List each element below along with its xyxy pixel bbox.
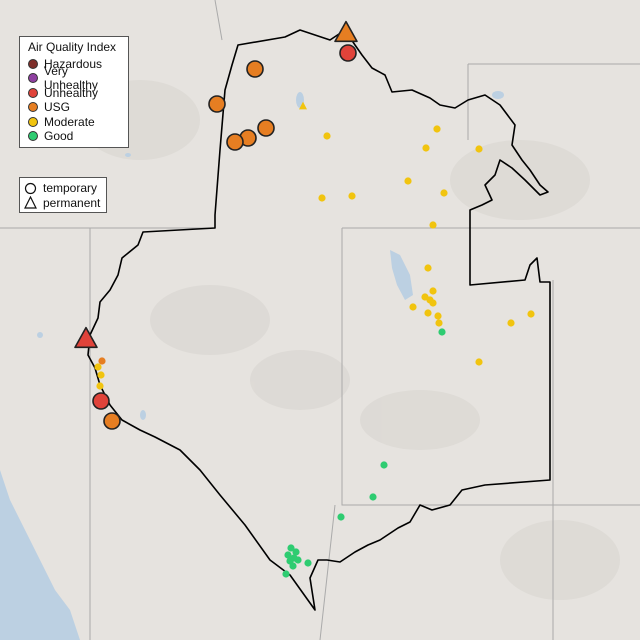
- monitor-marker-small[interactable]: [380, 461, 388, 469]
- temporary-monitor-marker[interactable]: [92, 392, 110, 410]
- ocean: [0, 470, 80, 640]
- monitor-marker-small[interactable]: [289, 562, 297, 570]
- permanent-monitor-marker[interactable]: [334, 20, 358, 43]
- monitor-marker-small[interactable]: [294, 556, 302, 564]
- monitor-marker-small[interactable]: [424, 264, 432, 272]
- monitor-marker-small[interactable]: [409, 303, 417, 311]
- aqi-swatch: [28, 116, 38, 127]
- aqi-swatch: [28, 58, 38, 69]
- aqi-swatch: [28, 73, 38, 84]
- aqi-legend-title: Air Quality Index: [28, 40, 117, 54]
- monitor-marker-small[interactable]: [433, 125, 441, 133]
- monitor-marker-small[interactable]: [475, 358, 483, 366]
- shape-legend-temporary-label: temporary: [43, 181, 98, 195]
- aqi-legend-item: Very Unhealthy: [28, 64, 124, 92]
- aqi-legend-label: Unhealthy: [44, 85, 99, 100]
- monitor-marker-small[interactable]: [435, 319, 443, 327]
- monitor-marker-small[interactable]: [424, 309, 432, 317]
- monitor-marker-small[interactable]: [98, 357, 106, 365]
- monitor-marker-small[interactable]: [429, 287, 437, 295]
- monitor-marker-small[interactable]: [318, 194, 326, 202]
- temporary-monitor-marker[interactable]: [103, 412, 121, 430]
- shape-legend-permanent: permanent: [24, 196, 102, 211]
- aqi-legend-label: Very Unhealthy: [43, 63, 98, 93]
- temporary-monitor-marker[interactable]: [246, 60, 264, 78]
- circle-icon: [24, 182, 37, 194]
- temporary-monitor-marker[interactable]: [208, 95, 226, 113]
- monitor-marker-small[interactable]: [304, 559, 312, 567]
- monitor-marker-small[interactable]: [282, 570, 290, 578]
- monitor-marker-small[interactable]: [507, 319, 515, 327]
- monitor-marker-small[interactable]: [440, 189, 448, 197]
- shape-legend-temporary: temporary: [24, 181, 102, 196]
- monitor-marker-small[interactable]: [404, 177, 412, 185]
- monitor-marker-small[interactable]: [337, 513, 345, 521]
- aqi-legend-label: Hazardous: [44, 56, 103, 71]
- aqi-legend-label: Moderate: [44, 114, 95, 129]
- monitor-marker-small[interactable]: [97, 371, 105, 379]
- monitor-marker-small[interactable]: [429, 299, 437, 307]
- aqi-legend-item: USG: [28, 100, 124, 115]
- monitor-marker-small[interactable]: [292, 548, 300, 556]
- monitor-marker-small[interactable]: [438, 328, 446, 336]
- monitor-marker-small[interactable]: [348, 192, 356, 200]
- aqi-legend-item: Good: [28, 129, 124, 144]
- aqi-swatch: [28, 87, 38, 98]
- monitor-marker-small[interactable]: [369, 493, 377, 501]
- permanent-monitor-marker[interactable]: [74, 326, 98, 349]
- shape-legend-permanent-label: permanent: [43, 195, 101, 210]
- aqi-legend-label: USG: [44, 100, 71, 114]
- region-boundary: [87, 29, 551, 611]
- monitor-marker-small[interactable]: [475, 145, 483, 153]
- monitor-marker-small[interactable]: [422, 144, 430, 152]
- aqi-swatch: [28, 102, 38, 113]
- aqi-swatch: [28, 131, 38, 142]
- shape-legend: temporary permanent: [19, 177, 107, 213]
- monitor-marker-small[interactable]: [434, 312, 442, 320]
- permanent-monitor-marker[interactable]: [299, 101, 307, 110]
- monitor-marker-small[interactable]: [527, 310, 535, 318]
- aqi-legend-label: Good: [44, 129, 74, 143]
- aqi-legend-item: Moderate: [28, 115, 124, 130]
- temporary-monitor-marker[interactable]: [339, 44, 357, 62]
- triangle-icon: [24, 196, 37, 209]
- monitor-marker-small[interactable]: [287, 544, 295, 552]
- monitor-marker-small[interactable]: [94, 363, 102, 371]
- monitor-marker-small[interactable]: [429, 221, 437, 229]
- temporary-monitor-marker[interactable]: [257, 119, 275, 137]
- aqi-legend-item: Hazardous: [28, 57, 124, 72]
- monitor-marker-small[interactable]: [284, 551, 292, 559]
- temporary-monitor-marker[interactable]: [226, 133, 244, 151]
- monitor-marker-small[interactable]: [96, 382, 104, 390]
- monitor-marker-small[interactable]: [323, 132, 331, 140]
- aqi-legend-item: Unhealthy: [28, 86, 124, 101]
- aqi-legend: Air Quality Index Hazardous Very Unhealth…: [19, 36, 129, 148]
